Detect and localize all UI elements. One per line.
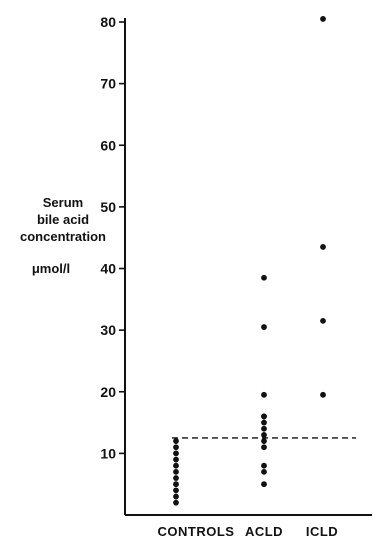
- data-point: [173, 499, 179, 506]
- data-point: [320, 16, 326, 22]
- y-axis-label: Serum bile acid concentration: [0, 194, 126, 245]
- data-point: [173, 456, 179, 463]
- data-points: [173, 16, 326, 506]
- data-point: [173, 487, 179, 494]
- x-category-label: ACLD: [245, 524, 283, 538]
- y-tick-label: 60: [100, 137, 116, 153]
- y-axis-label-line-1: Serum: [42, 195, 84, 210]
- data-point: [261, 438, 267, 444]
- y-tick-label: 70: [100, 76, 116, 92]
- axes: [124, 18, 372, 516]
- y-tick-label: 50: [100, 199, 116, 215]
- data-point: [261, 431, 267, 438]
- data-point: [261, 444, 267, 451]
- data-point: [261, 391, 267, 398]
- x-category-label: CONTROLS: [158, 524, 235, 538]
- data-point: [173, 444, 179, 451]
- y-tick-label: 80: [100, 14, 116, 30]
- data-point: [261, 419, 267, 426]
- data-point: [173, 475, 179, 481]
- data-point: [261, 462, 267, 469]
- y-axis-label-line-3: concentration: [20, 229, 106, 244]
- y-ticks: 10 20 30 40 50 60 70 80: [100, 14, 125, 461]
- data-point: [261, 481, 267, 488]
- data-point: [173, 462, 179, 469]
- data-point: [173, 468, 179, 475]
- data-point: [261, 324, 267, 330]
- x-category-label: ICLD: [306, 524, 338, 538]
- data-point: [261, 413, 267, 420]
- data-point: [261, 425, 267, 432]
- data-point: [173, 438, 179, 444]
- y-tick-label: 40: [100, 261, 116, 277]
- data-point: [320, 317, 326, 324]
- y-axis-label-line-2: bile acid: [36, 212, 90, 227]
- category-labels: CONTROLS ACLD ICLD: [158, 524, 338, 538]
- y-tick-label: 20: [100, 384, 116, 400]
- y-tick-label: 10: [100, 445, 116, 461]
- data-point: [320, 391, 326, 398]
- data-point: [173, 450, 179, 457]
- data-point: [173, 481, 179, 488]
- y-tick-label: 30: [100, 322, 116, 338]
- data-point: [261, 468, 267, 475]
- y-axis-unit: μmol/l: [31, 261, 71, 276]
- data-point: [261, 274, 267, 281]
- data-point: [320, 244, 326, 250]
- data-point: [173, 493, 179, 500]
